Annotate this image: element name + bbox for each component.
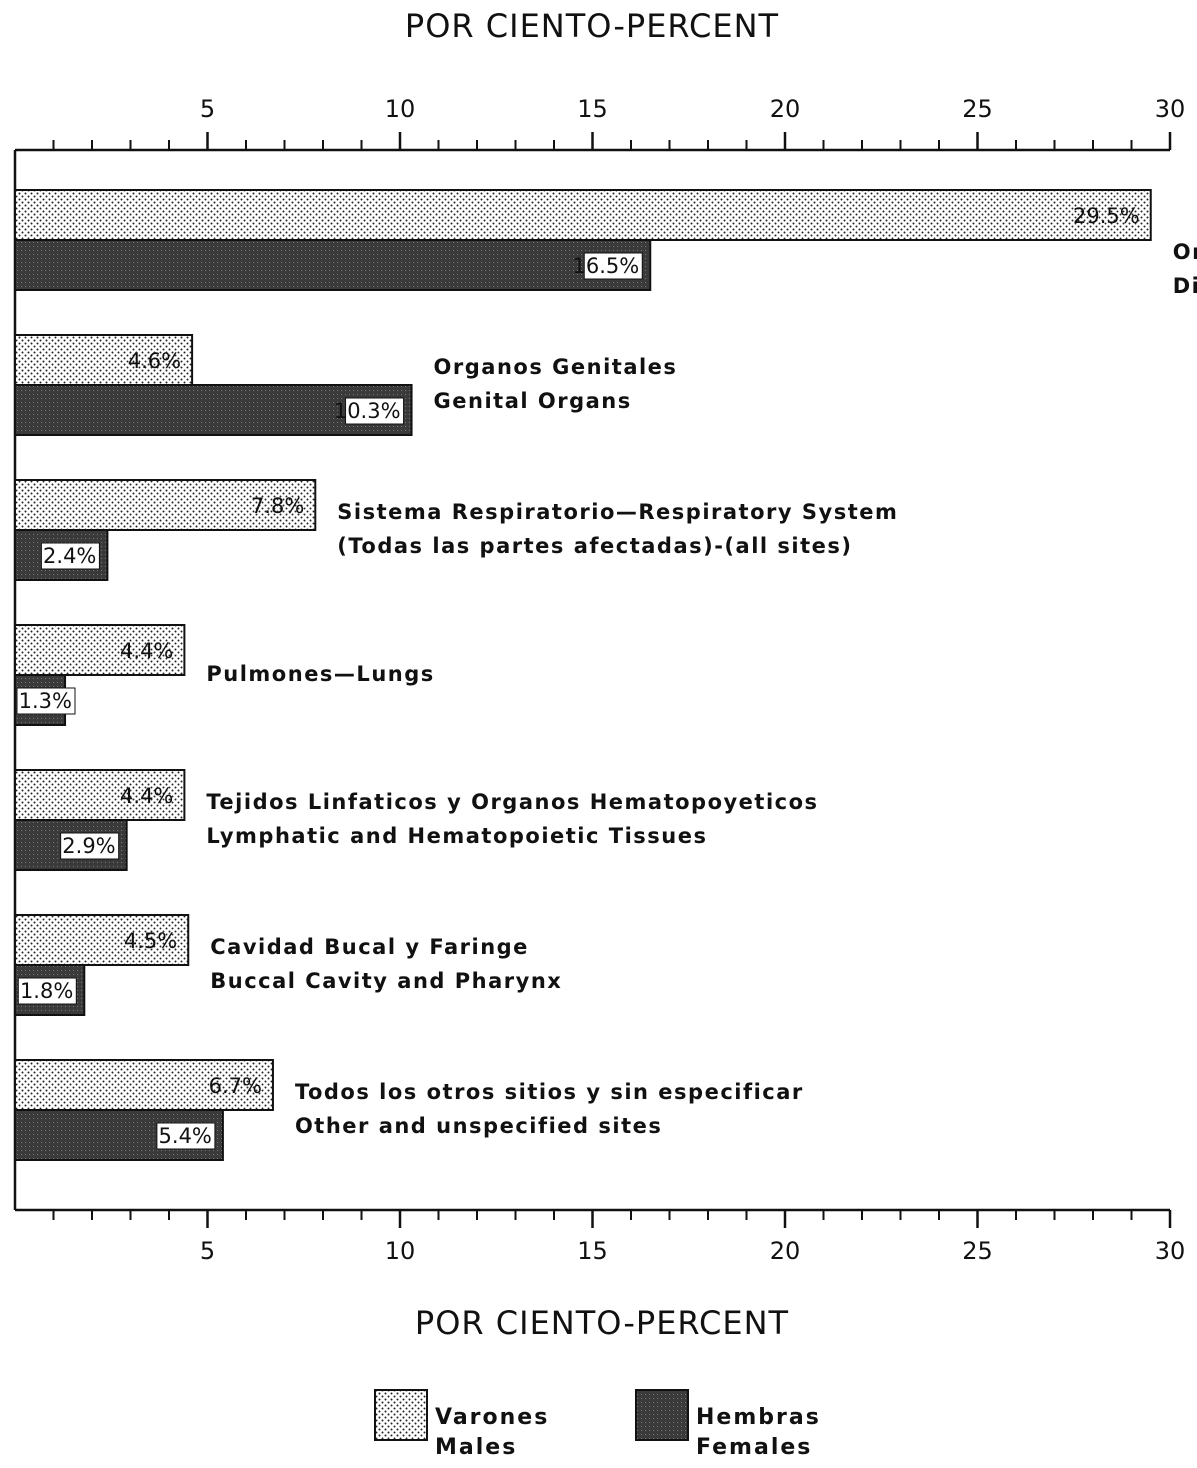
value-label: 1.3% (19, 689, 72, 713)
x-tick-label-bottom: 10 (385, 1237, 416, 1265)
x-tick-label-top: 25 (962, 95, 993, 123)
x-tick-label-bottom: 15 (577, 1237, 608, 1265)
x-axis-title-bottom: POR CIENTO-PERCENT (415, 1304, 789, 1342)
legend-label: Varones (435, 1405, 549, 1430)
bar (14, 769, 186, 821)
value-label-bg (60, 832, 120, 860)
value-label: 1.8% (20, 979, 73, 1003)
x-tick-label-top: 5 (200, 95, 215, 123)
bar (14, 334, 194, 386)
x-tick-label-top: 15 (577, 95, 608, 123)
category-label: (Todas las partes afectadas)-(all sites) (337, 534, 852, 558)
value-label: 2.4% (43, 544, 96, 568)
x-tick-label-bottom: 20 (770, 1237, 801, 1265)
value-label: 29.5% (1073, 204, 1140, 228)
category-label: Sistema Respiratorio—Respiratory System (337, 500, 898, 524)
category-label: Tejidos Linfaticos y Organos Hematopoyet… (206, 790, 818, 814)
category-label: Organos Digestivos y Peritoneo (1173, 240, 1197, 264)
legend-swatch (374, 1389, 428, 1441)
value-label: 4.6% (128, 349, 181, 373)
bar (14, 239, 652, 291)
value-label-bg (156, 1122, 216, 1150)
category-label: Lymphatic and Hematopoietic Tissues (206, 824, 707, 848)
category-label: Other and unspecified sites (295, 1114, 662, 1138)
category-label: Buccal Cavity and Pharynx (210, 969, 562, 993)
bar (14, 624, 186, 676)
x-tick-label-bottom: 5 (200, 1237, 215, 1265)
category-label: Digestive Organs and Peritoneum (1173, 274, 1197, 298)
value-label: 10.3% (334, 399, 401, 423)
value-label-bg (40, 542, 100, 570)
x-tick-label-top: 20 (770, 95, 801, 123)
value-label-bg (345, 397, 405, 425)
value-label: 4.5% (124, 929, 177, 953)
value-label: 5.4% (159, 1124, 212, 1148)
legend-label: Hembras (696, 1405, 821, 1430)
bar (14, 479, 317, 531)
value-label-bg (17, 977, 77, 1005)
value-label: 4.4% (120, 639, 173, 663)
legend-label: Females (696, 1435, 812, 1460)
bar (14, 189, 1152, 241)
x-tick-label-bottom: 30 (1155, 1237, 1186, 1265)
x-tick-label-top: 30 (1155, 95, 1186, 123)
value-label: 6.7% (209, 1074, 262, 1098)
x-tick-label-bottom: 25 (962, 1237, 993, 1265)
bar (14, 914, 190, 966)
bar (14, 1059, 274, 1111)
x-tick-label-top: 10 (385, 95, 416, 123)
category-label: Genital Organs (434, 389, 632, 413)
value-label: 2.9% (62, 834, 115, 858)
legend-label: Males (435, 1435, 517, 1460)
value-label: 16.5% (573, 254, 640, 278)
category-label: Organos Genitales (434, 355, 678, 379)
category-label: Todos los otros sitios y sin especificar (295, 1080, 804, 1104)
value-label: 7.8% (251, 494, 304, 518)
legend-swatch (635, 1389, 689, 1441)
value-label: 4.4% (120, 784, 173, 808)
category-label: Cavidad Bucal y Faringe (210, 935, 529, 959)
category-label: Pulmones—Lungs (206, 662, 434, 686)
x-axis-title-top: POR CIENTO-PERCENT (405, 7, 779, 45)
value-label-bg (583, 252, 643, 280)
value-label-bg (16, 687, 76, 715)
